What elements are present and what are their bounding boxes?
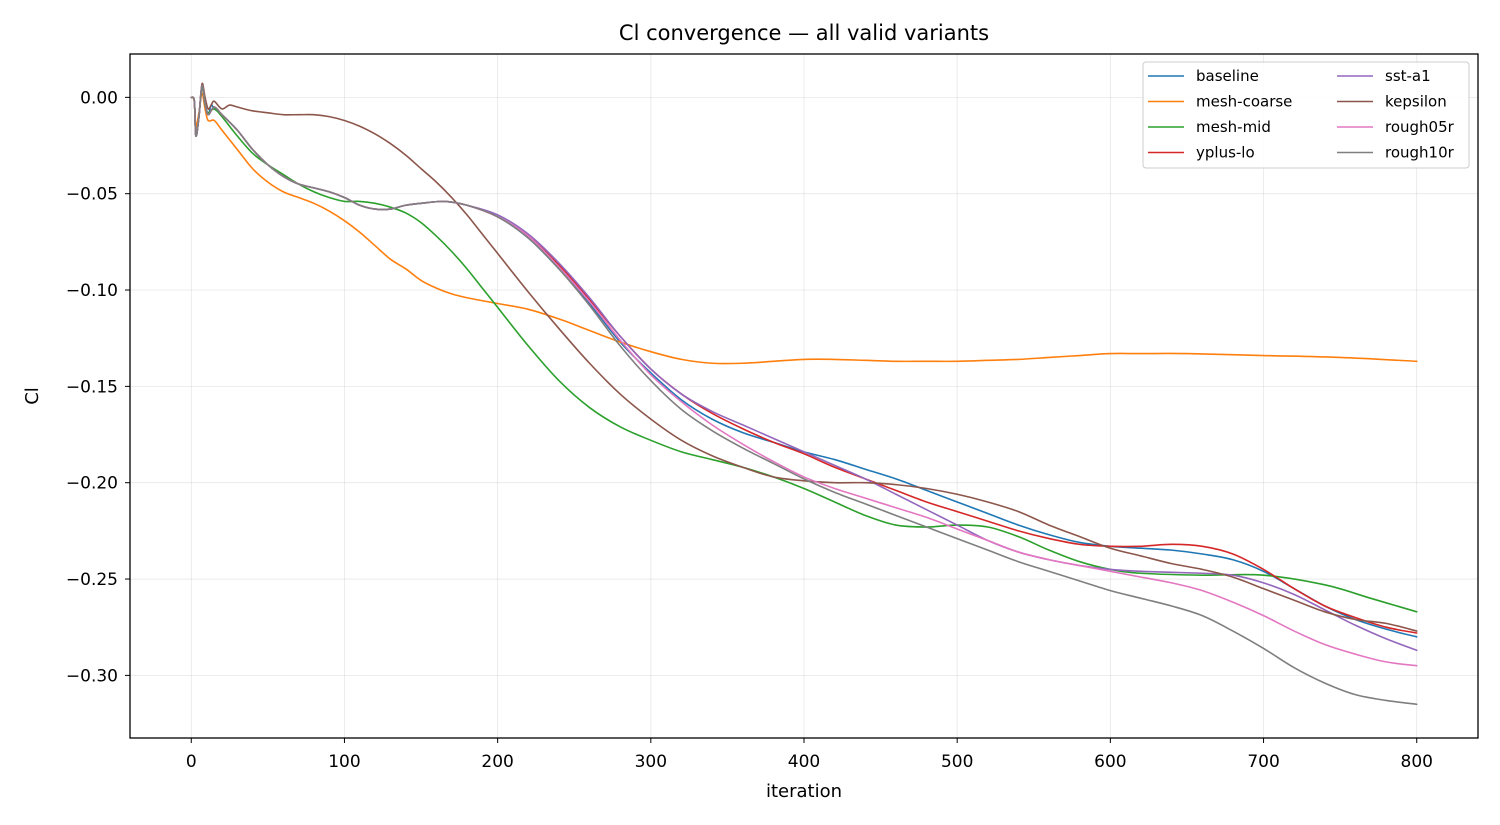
- y-axis-label: Cl: [22, 387, 43, 405]
- y-tick-label: −0.10: [66, 281, 118, 301]
- legend-label-baseline: baseline: [1196, 67, 1259, 85]
- y-tick-label: −0.30: [66, 666, 118, 686]
- series-line-kepsilon: [190, 82, 1418, 632]
- y-axis-ticks: 0.00 −0.05 −0.10 −0.15 −0.20 −0.25 −0.30: [66, 88, 130, 686]
- x-tick-label: 800: [1401, 752, 1433, 772]
- x-tick-label: 600: [1094, 752, 1126, 772]
- legend-label-rough05r: rough05r: [1385, 118, 1455, 136]
- legend-label-kepsilon: kepsilon: [1385, 93, 1447, 111]
- x-axis-label: iteration: [766, 781, 842, 802]
- legend-label-mesh-coarse: mesh-coarse: [1196, 93, 1292, 111]
- legend-label-yplus-lo: yplus-lo: [1196, 144, 1255, 162]
- y-tick-label: 0.00: [80, 88, 118, 108]
- x-tick-label: 0: [186, 752, 197, 772]
- legend: baseline mesh-coarse mesh-mid yplus-lo sst-a…: [1142, 61, 1470, 169]
- series-line-mesh-coarse: [190, 92, 1418, 365]
- x-tick-label: 700: [1247, 752, 1279, 772]
- x-axis-ticks: 0 100 200 300 400 500 600 700 800: [186, 738, 1433, 772]
- legend-label-mesh-mid: mesh-mid: [1196, 118, 1271, 136]
- y-tick-label: −0.05: [66, 185, 118, 205]
- x-tick-label: 500: [941, 752, 973, 772]
- y-tick-label: −0.25: [66, 570, 118, 590]
- legend-box: [1142, 61, 1470, 169]
- x-tick-label: 200: [481, 752, 513, 772]
- chart-title: Cl convergence — all valid variants: [619, 21, 989, 45]
- series-layer: [190, 82, 1418, 706]
- series-line-rough10r: [190, 84, 1418, 706]
- series-line-mesh-mid: [190, 86, 1418, 613]
- legend-label-rough10r: rough10r: [1385, 144, 1455, 162]
- x-tick-label: 300: [635, 752, 667, 772]
- y-tick-label: −0.20: [66, 474, 118, 494]
- legend-label-sst-a1: sst-a1: [1385, 67, 1431, 85]
- x-tick-label: 400: [788, 752, 820, 772]
- x-tick-label: 100: [328, 752, 360, 772]
- y-tick-label: −0.15: [66, 377, 118, 397]
